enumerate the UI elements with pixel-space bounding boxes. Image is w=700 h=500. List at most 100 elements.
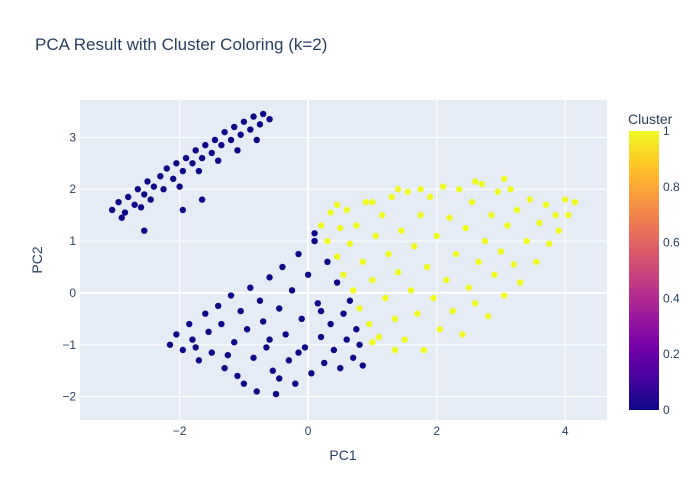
- scatter-point-cluster-0: [288, 287, 296, 294]
- scatter-point-cluster-1: [481, 237, 489, 245]
- scatter-point-cluster-1: [565, 211, 572, 219]
- scatter-point-cluster-0: [176, 183, 183, 190]
- colorbar-tick-label: 0.8: [663, 180, 680, 194]
- scatter-point-cluster-1: [394, 186, 402, 193]
- scatter-point-cluster-0: [231, 123, 238, 131]
- scatter-point-cluster-1: [404, 188, 411, 195]
- scatter-point-cluster-0: [144, 178, 151, 185]
- scatter-point-cluster-0: [160, 186, 167, 193]
- scatter-point-cluster-1: [333, 201, 341, 208]
- scatter-point-cluster-0: [266, 274, 273, 281]
- scatter-point-cluster-0: [298, 315, 305, 323]
- scatter-point-cluster-1: [433, 232, 440, 240]
- scatter-point-cluster-1: [533, 258, 540, 266]
- scatter-point-cluster-1: [391, 315, 399, 323]
- colorbar-tick-label: 0.2: [663, 347, 680, 361]
- scatter-point-cluster-0: [166, 341, 174, 348]
- scatter-point-cluster-0: [263, 344, 270, 351]
- grid-lines: [80, 100, 607, 420]
- scatter-point-cluster-0: [192, 147, 199, 154]
- scatter-point-cluster-0: [173, 160, 180, 167]
- scatter-point-cluster-1: [562, 196, 569, 203]
- scatter-point-cluster-0: [279, 263, 286, 271]
- scatter-point-cluster-1: [369, 198, 376, 206]
- scatter-point-cluster-0: [250, 113, 257, 120]
- scatter-point-cluster-0: [346, 297, 354, 304]
- scatter-point-cluster-0: [163, 165, 170, 172]
- scatter-point-cluster-0: [205, 328, 212, 336]
- scatter-point-cluster-1: [523, 237, 530, 245]
- scatter-point-cluster-0: [330, 346, 338, 354]
- scatter-point-cluster-0: [292, 380, 299, 387]
- scatter-point-cluster-0: [173, 331, 180, 338]
- scatter-point-cluster-0: [169, 175, 177, 183]
- scatter-point-cluster-1: [372, 232, 379, 240]
- scatter-point-cluster-0: [243, 326, 251, 333]
- scatter-point-cluster-0: [356, 341, 363, 348]
- scatter-point-cluster-1: [507, 186, 514, 193]
- scatter-point-cluster-1: [385, 250, 392, 258]
- scatter-point-cluster-0: [134, 186, 142, 193]
- scatter-point-cluster-0: [202, 310, 209, 317]
- scatter-point-cluster-0: [311, 237, 318, 245]
- scatter-point-cluster-1: [517, 279, 524, 286]
- scatter-point-cluster-1: [452, 250, 460, 258]
- scatter-point-cluster-0: [247, 284, 254, 291]
- scatter-point-cluster-0: [221, 128, 228, 136]
- scatter-point-cluster-1: [443, 276, 450, 284]
- y-tick-label: −1: [62, 338, 76, 352]
- x-tick-label: 2: [433, 424, 440, 438]
- scatter-point-cluster-0: [324, 258, 331, 266]
- scatter-point-cluster-1: [423, 263, 431, 271]
- scatter-point-cluster-1: [552, 211, 559, 219]
- y-tick-label: −2: [62, 390, 76, 404]
- scatter-point-cluster-1: [417, 211, 424, 219]
- scatter-point-cluster-0: [314, 300, 321, 307]
- scatter-point-cluster-0: [343, 336, 350, 343]
- scatter-point-cluster-0: [157, 173, 164, 180]
- scatter-point-cluster-0: [195, 357, 203, 364]
- scatter-point-cluster-1: [504, 222, 511, 229]
- scatter-point-cluster-0: [272, 390, 280, 398]
- scatter-point-cluster-0: [141, 227, 148, 234]
- scatter-point-cluster-1: [420, 346, 428, 354]
- scatter-point-cluster-0: [234, 147, 241, 154]
- scatter-point-cluster-0: [327, 320, 334, 328]
- scatter-point-cluster-1: [401, 336, 408, 343]
- scatter-point-cluster-1: [369, 276, 376, 284]
- scatter-point-cluster-0: [179, 206, 187, 214]
- scatter-point-cluster-0: [256, 297, 264, 304]
- scatter-point-cluster-0: [121, 209, 129, 216]
- scatter-point-cluster-1: [394, 268, 402, 276]
- scatter-point-cluster-0: [189, 160, 196, 167]
- x-tick-labels: −2 0 2 4: [173, 424, 569, 438]
- scatter-point-cluster-1: [337, 224, 344, 232]
- scatter-point-cluster-0: [234, 372, 241, 380]
- scatter-point-cluster-0: [227, 136, 235, 144]
- scatter-point-cluster-1: [571, 198, 579, 206]
- scatter-point-cluster-1: [356, 305, 363, 312]
- scatter-point-cluster-0: [295, 250, 302, 258]
- scatter-point-cluster-0: [308, 370, 315, 377]
- scatter-point-cluster-0: [269, 367, 277, 374]
- scatter-point-cluster-0: [214, 157, 222, 164]
- scatter-point-cluster-1: [391, 346, 399, 354]
- scatter-point-cluster-0: [266, 336, 273, 343]
- scatter-point-cluster-0: [349, 354, 357, 361]
- scatter-point-cluster-1: [484, 313, 492, 320]
- scatter-point-cluster-1: [317, 222, 325, 229]
- scatter-point-cluster-0: [317, 307, 325, 315]
- colorbar-tick-label: 1: [663, 124, 670, 138]
- scatter-points: [108, 110, 579, 398]
- scatter-point-cluster-1: [459, 331, 466, 338]
- scatter-point-cluster-0: [182, 154, 190, 162]
- scatter-point-cluster-0: [276, 305, 283, 312]
- scatter-point-cluster-0: [179, 346, 187, 354]
- scatter-point-cluster-1: [436, 326, 444, 333]
- scatter-point-cluster-0: [240, 118, 248, 125]
- scatter-point-cluster-0: [240, 380, 248, 387]
- scatter-point-cluster-1: [362, 198, 370, 206]
- y-tick-label: 0: [69, 286, 76, 300]
- scatter-point-cluster-0: [311, 230, 318, 237]
